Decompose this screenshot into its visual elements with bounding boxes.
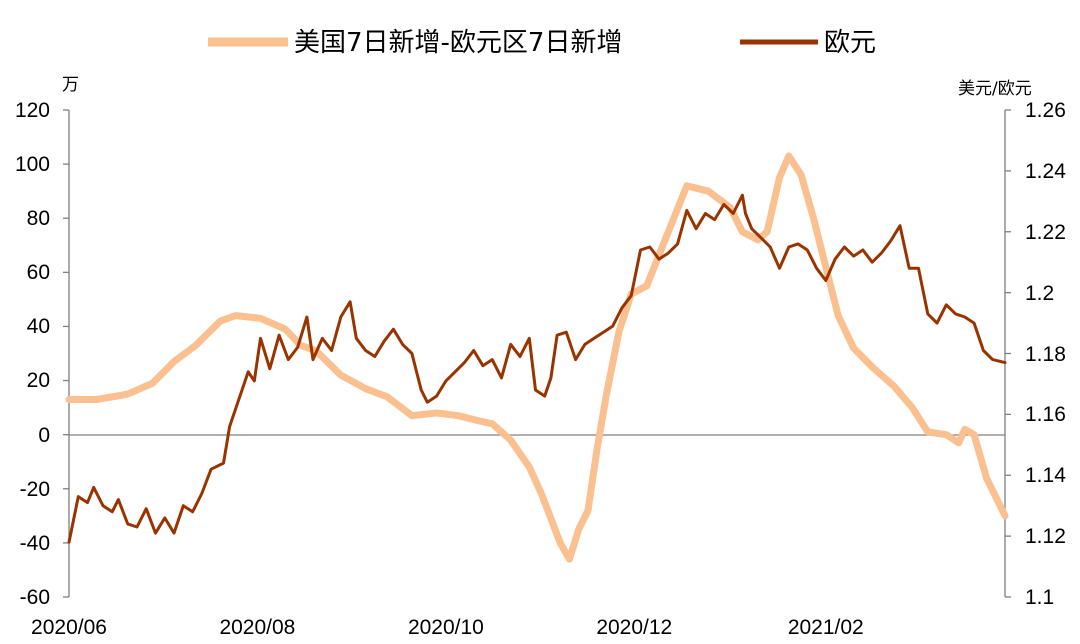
legend-label-eur: 欧元 [824, 28, 876, 58]
x-tick-label: 2020/12 [596, 616, 672, 639]
series-line-spread [65, 152, 1009, 563]
legend: 美国7日新增-欧元区7日新增 欧元 [208, 28, 876, 58]
x-tick-label: 2020/08 [219, 616, 295, 639]
right-axis-tick-labels: 1.26 1.24 1.22 1.2 1.18 1.16 1.14 1.12 1… [1025, 99, 1066, 609]
right-tick-label: 1.1 [1025, 586, 1054, 609]
x-tick-label: 2020/06 [31, 616, 107, 639]
left-tick-label: 20 [27, 369, 50, 392]
x-axis-tick-labels: 2020/06 2020/08 2020/10 2020/12 2021/02 [31, 616, 864, 639]
left-tick-label: 100 [15, 153, 50, 176]
series-line-eur [67, 193, 1007, 544]
left-tick-label: -40 [20, 532, 50, 555]
left-tick-label: -60 [20, 586, 50, 609]
x-tick-label: 2020/10 [408, 616, 484, 639]
right-tick-label: 1.22 [1025, 221, 1066, 244]
right-tick-label: 1.26 [1025, 99, 1066, 122]
right-axis-unit: 美元/欧元 [958, 79, 1032, 99]
axes [63, 109, 1011, 598]
right-tick-label: 1.18 [1025, 343, 1066, 366]
left-tick-label: 80 [27, 207, 50, 230]
left-tick-label: 60 [27, 261, 50, 284]
left-axis-tick-labels: 120 100 80 60 40 20 0 -20 -40 -60 [15, 99, 50, 609]
right-tick-label: 1.14 [1025, 464, 1066, 487]
right-tick-label: 1.2 [1025, 282, 1054, 305]
left-tick-label: -20 [20, 478, 50, 501]
right-tick-label: 1.12 [1025, 525, 1066, 548]
x-tick-label: 2021/02 [788, 616, 864, 639]
axis-tick-marks [63, 109, 1011, 598]
left-axis-unit: 万 [62, 75, 79, 95]
right-tick-label: 1.24 [1025, 160, 1066, 183]
legend-label-spread: 美国7日新增-欧元区7日新增 [294, 28, 622, 58]
left-tick-label: 0 [38, 424, 50, 447]
left-tick-label: 120 [15, 99, 50, 122]
left-tick-label: 40 [27, 315, 50, 338]
right-tick-label: 1.16 [1025, 403, 1066, 426]
